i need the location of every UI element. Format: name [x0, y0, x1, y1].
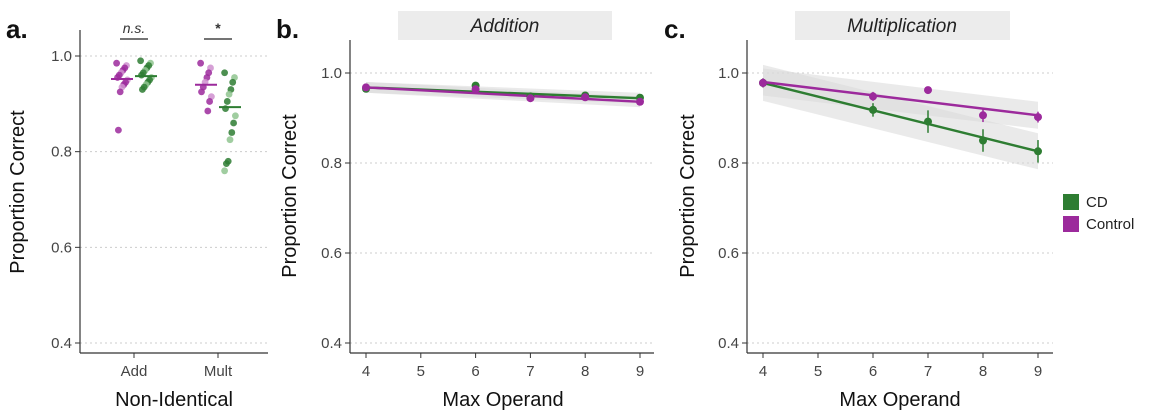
data-point-cd — [232, 112, 239, 120]
panel-a: a. 0.4 0.6 0.8 1.0 Add Mult n.s. * Proportion… — [6, 14, 268, 411]
strip-background-b — [398, 11, 612, 40]
data-point-control — [924, 86, 932, 95]
legend: CD Control — [1063, 194, 1134, 233]
data-point-cd — [225, 90, 233, 98]
data-point-control — [526, 94, 535, 103]
x-tick-label-b: 4 — [362, 363, 370, 380]
data-point-cd — [869, 105, 877, 114]
data-point-cd — [223, 160, 230, 168]
legend-swatch-cd — [1063, 194, 1079, 210]
x-tick-label-b: 5 — [417, 363, 425, 380]
y-axis-label-c: Proportion Correct — [677, 114, 699, 278]
y-tick-label-c: 0.8 — [718, 155, 739, 172]
data-point-control — [362, 83, 370, 92]
panel-b: b. Addition 0.4 0.6 0.8 1.0 4 5 6 7 8 9 Proporti… — [276, 11, 654, 411]
x-axis-label-c: Max Operand — [839, 389, 960, 411]
panel-c: c. Multiplication 0.4 0.6 0.8 1.0 4 5 6 7 8 9 Pr… — [664, 11, 1053, 411]
x-tick-label-b: 6 — [471, 363, 479, 380]
data-point-control — [1034, 113, 1042, 122]
data-point-control — [197, 59, 205, 67]
data-point-cd — [221, 167, 229, 175]
x-tick-label-c: 6 — [869, 363, 877, 380]
x-tick-label-c: 9 — [1034, 363, 1042, 380]
legend-swatch-control — [1063, 216, 1079, 232]
data-point-control — [869, 92, 877, 101]
significance-label: * — [215, 20, 221, 36]
y-tick-label-b: 0.6 — [321, 245, 342, 262]
panel-label-c: c. — [664, 14, 686, 44]
y-tick-label-b: 0.4 — [321, 335, 342, 352]
data-point-control — [979, 111, 987, 120]
y-tick-label-b: 0.8 — [321, 155, 342, 172]
x-axis-label-b: Max Operand — [442, 389, 563, 411]
x-tick-label-c: 8 — [979, 363, 987, 380]
y-axis-label-a: Proportion Correct — [7, 110, 29, 274]
y-tick-label-a: 0.6 — [51, 239, 72, 256]
fit-line-control — [762, 80, 1039, 117]
data-point-cd — [1034, 147, 1042, 156]
data-point-control — [471, 85, 480, 94]
fit-line-control — [365, 86, 641, 103]
data-point-cd — [229, 78, 237, 86]
data-point-cd — [226, 136, 234, 144]
strip-background-c — [795, 11, 1010, 40]
panel-label-b: b. — [276, 14, 299, 44]
data-point-cd — [223, 98, 231, 105]
x-tick-label-c: 7 — [924, 363, 932, 380]
data-point-control — [204, 107, 212, 115]
y-axis-label-b: Proportion Correct — [279, 114, 301, 278]
data-point-control — [115, 126, 122, 134]
data-point-control — [759, 78, 767, 87]
y-tick-label-c: 0.4 — [718, 335, 739, 352]
strip-title-b: Addition — [470, 16, 540, 37]
y-tick-label-b: 1.0 — [321, 65, 342, 82]
x-axis-label-a: Non-Identical — [115, 389, 233, 411]
data-point-cd — [228, 129, 236, 136]
data-point-cd — [230, 119, 238, 127]
x-tick-label-b: 9 — [636, 363, 644, 380]
data-point-cd — [924, 117, 932, 126]
y-tick-label-c: 0.6 — [718, 245, 739, 262]
data-point-cd — [139, 86, 146, 93]
y-tick-label-a: 0.8 — [51, 144, 72, 161]
legend-label-cd: CD — [1086, 194, 1108, 211]
significance-label: n.s. — [123, 20, 146, 36]
x-tick-label-b: 7 — [526, 363, 534, 380]
x-tick-label-a: Mult — [204, 363, 233, 380]
x-tick-label-b: 8 — [581, 363, 589, 380]
data-point-control — [636, 97, 644, 106]
data-point-cd — [979, 136, 987, 145]
data-point-cd — [221, 69, 229, 77]
x-tick-label-a: Add — [121, 363, 148, 380]
data-point-control — [581, 93, 590, 102]
strip-title-c: Multiplication — [847, 16, 957, 37]
y-tick-label-c: 1.0 — [718, 65, 739, 82]
data-point-control — [113, 59, 120, 67]
data-point-cd — [137, 57, 145, 65]
data-point-control — [198, 88, 205, 96]
panel-label-a: a. — [6, 14, 28, 44]
legend-label-control: Control — [1086, 216, 1134, 233]
y-tick-label-a: 1.0 — [51, 48, 72, 65]
data-point-control — [206, 98, 214, 105]
data-point-control — [116, 88, 124, 96]
x-tick-label-c: 4 — [759, 363, 767, 380]
x-tick-label-c: 5 — [814, 363, 822, 380]
fit-line-cd — [762, 81, 1039, 153]
y-tick-label-a: 0.4 — [51, 335, 72, 352]
